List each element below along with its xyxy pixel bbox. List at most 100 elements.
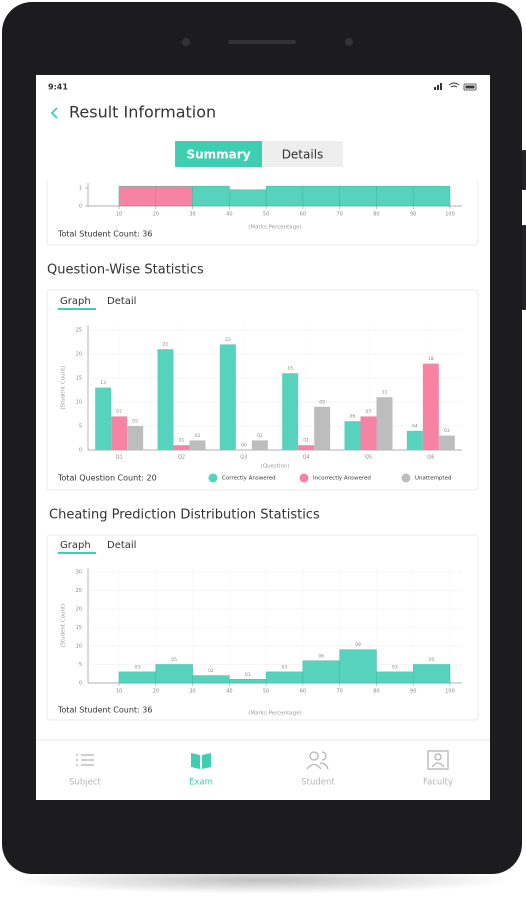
tab-label[interactable]: Summary	[186, 148, 250, 162]
bar	[422, 363, 439, 450]
tab-summary-bg[interactable]	[175, 141, 262, 167]
status-icons	[434, 82, 477, 91]
value-label: 09	[319, 399, 325, 405]
histogram-bar	[118, 185, 157, 207]
bar	[314, 406, 331, 450]
x-tick-label: 20	[153, 689, 159, 695]
x-tick-label: 80	[373, 689, 379, 695]
chart-tab[interactable]: Detail	[107, 540, 136, 551]
y-tick-label: 0	[79, 448, 82, 454]
x-tick-label: 90	[410, 212, 416, 218]
legend-swatch	[208, 473, 218, 483]
signal-bar	[434, 87, 436, 90]
section-heading: Cheating Prediction Distribution Statist…	[49, 508, 320, 523]
x-tick-label: 60	[300, 212, 306, 218]
x-tick-label: 100	[445, 212, 455, 218]
footer-text: Total Student Count: 36	[57, 230, 152, 239]
value-label: 03	[444, 428, 450, 434]
footer-text: Total Student Count: 36	[57, 706, 152, 715]
value-label: 07	[116, 409, 122, 415]
x-tick-label: 20	[153, 212, 159, 218]
tab-details-bg[interactable]	[262, 141, 343, 167]
nav-item[interactable]: Faculty	[423, 750, 453, 788]
y-tick-label: 1	[79, 186, 82, 192]
value-label: 22	[225, 337, 231, 343]
bar	[406, 430, 423, 450]
bar	[95, 387, 112, 450]
value-label: 03	[282, 664, 288, 670]
nav-icon	[431, 753, 445, 768]
histogram-bar	[192, 185, 230, 207]
nav-label[interactable]: Exam	[189, 778, 213, 788]
value-label: 05	[132, 419, 138, 425]
legend-swatch	[299, 473, 309, 483]
chart-tab[interactable]: Detail	[107, 296, 136, 307]
wifi-icon	[448, 82, 460, 88]
status-time: 9:41	[48, 83, 68, 92]
value-label: 09	[355, 642, 361, 648]
value-label: 00	[241, 443, 247, 449]
value-label: 05	[171, 657, 177, 663]
side-button	[522, 225, 526, 310]
x-tick-label: 10	[116, 212, 122, 218]
y-tick-label: 5	[79, 662, 82, 668]
bar	[376, 397, 393, 450]
bar	[157, 349, 174, 450]
y-tick-label: 5	[79, 424, 82, 430]
value-label: 07	[366, 409, 372, 415]
nav-icon	[306, 751, 329, 770]
bar	[189, 440, 206, 450]
battery-level	[465, 85, 475, 89]
x-tick-label: 50	[263, 689, 269, 695]
chart-tab[interactable]: Graph	[60, 540, 91, 551]
histogram-bar	[192, 675, 230, 684]
value-label: 06	[318, 653, 324, 659]
value-label: 04	[412, 423, 418, 429]
bottom-nav: Subject Exam Student Faculty	[69, 750, 453, 788]
x-tick-label: 30	[189, 212, 195, 218]
nav-label[interactable]: Faculty	[423, 778, 453, 788]
bar	[111, 416, 128, 450]
x-tick-label: Q4	[303, 455, 310, 461]
nav-item[interactable]: Exam	[189, 753, 213, 788]
x-tick-label: Q6	[427, 455, 434, 461]
nav-icon	[427, 750, 449, 770]
x-axis-label: (Marks Percentage)	[248, 225, 301, 231]
histogram-bar	[229, 679, 267, 684]
value-label: 21	[163, 342, 169, 348]
nav-label[interactable]: Subject	[69, 778, 101, 788]
y-tick-label: 10	[76, 400, 82, 406]
nav-label[interactable]: Student	[301, 778, 335, 788]
bar	[219, 344, 236, 450]
histogram-bar	[376, 671, 414, 684]
tab-label[interactable]: Details	[282, 148, 324, 162]
x-tick-label: Q5	[365, 455, 372, 461]
y-tick-label: 25	[76, 588, 82, 594]
bar	[298, 445, 315, 450]
y-tick-label: 10	[76, 644, 82, 650]
value-label: 16	[287, 366, 293, 372]
histogram-bar	[229, 189, 267, 207]
value-label: 02	[257, 433, 263, 439]
x-tick-label: 40	[226, 212, 232, 218]
back-button[interactable]	[50, 107, 58, 119]
side-button	[522, 150, 526, 190]
chart-tab[interactable]: Graph	[60, 296, 91, 307]
nav-item[interactable]: Subject	[69, 754, 102, 788]
histogram-bar	[339, 649, 377, 684]
signal-bar	[437, 85, 439, 90]
x-axis-label: (Marks Percentage)	[248, 711, 301, 717]
section-heading: Question-Wise Statistics	[47, 263, 204, 278]
bar	[344, 421, 361, 450]
x-tick-label: Q1	[116, 455, 123, 461]
bar	[127, 426, 144, 450]
bar	[282, 373, 299, 450]
x-tick-label: 70	[336, 212, 342, 218]
y-axis-label: (Student Count)	[61, 604, 67, 648]
histogram-bar	[302, 185, 340, 207]
nav-item[interactable]: Student	[301, 751, 335, 788]
x-tick-label: 40	[226, 689, 232, 695]
bar	[251, 440, 268, 450]
y-tick-label: 20	[76, 352, 82, 358]
